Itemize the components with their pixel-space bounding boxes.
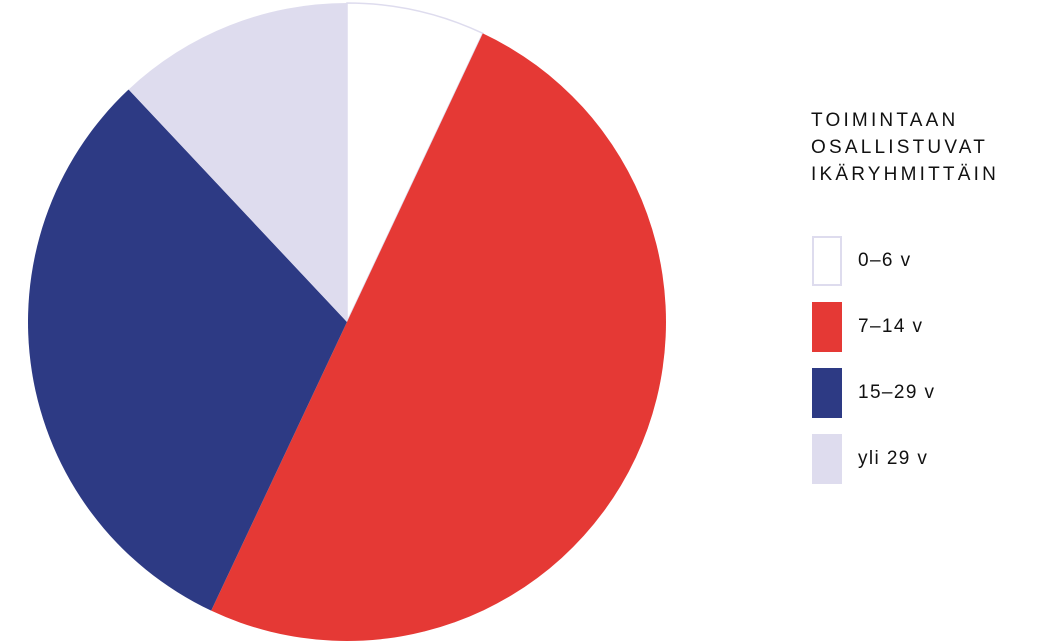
legend-item-over-29: yli 29 v <box>812 434 928 484</box>
pie-slice-over-29 <box>128 3 347 322</box>
legend-item-7-14: 7–14 v <box>812 302 923 352</box>
pie-slice-15-29 <box>27 89 347 611</box>
chart-title-line-1: TOIMINTAAN <box>811 110 959 131</box>
legend-swatch <box>812 368 842 418</box>
legend-label: yli 29 v <box>858 448 929 469</box>
chart-title: TOIMINTAAN OSALLISTUVAT IKÄRYHMITTÄIN <box>811 107 1051 188</box>
legend-label: 0–6 v <box>858 250 912 271</box>
legend-item-15-29: 15–29 v <box>812 368 935 418</box>
chart-title-line-3: IKÄRYHMITTÄIN <box>811 164 999 185</box>
legend-swatch <box>812 236 842 286</box>
pie-slices <box>27 2 666 641</box>
legend-label: 15–29 v <box>858 382 936 403</box>
legend-label: 7–14 v <box>858 316 924 337</box>
legend-item-0-6: 0–6 v <box>812 236 911 286</box>
pie-chart <box>27 2 666 641</box>
legend-swatch <box>812 434 842 484</box>
legend-swatch <box>812 302 842 352</box>
pie-slice-0-6 <box>346 2 484 323</box>
chart-title-line-2: OSALLISTUVAT <box>811 137 989 158</box>
pie-slice-7-14 <box>211 33 666 641</box>
